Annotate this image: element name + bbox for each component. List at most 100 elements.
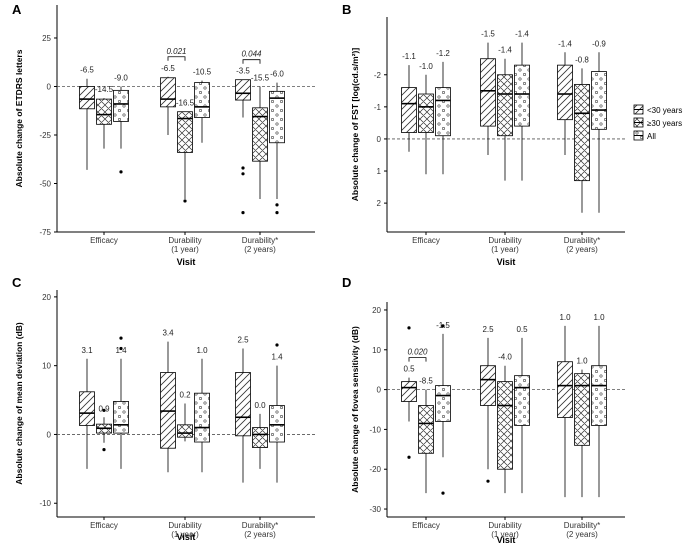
box-cross <box>574 369 590 498</box>
box-body <box>574 83 590 182</box>
x-tick-label: Durability* <box>242 521 278 530</box>
value-label: 3.1 <box>81 346 93 355</box>
panel-letter: C <box>12 275 22 290</box>
box-cross <box>252 413 268 469</box>
box-dots <box>435 61 451 175</box>
y-tick-label: -30 <box>369 505 381 514</box>
x-tick-label: Durability* <box>564 521 600 530</box>
chart-panel-d: D 20 10 0 -10 -20 -30 Absolute change of fovea … <box>342 275 625 545</box>
outlier-point <box>486 479 490 483</box>
box-body <box>177 424 193 438</box>
value-label: -1.5 <box>436 321 450 330</box>
outlier-point <box>102 408 106 412</box>
y-tick-label: -50 <box>39 179 51 188</box>
x-axis-label: Visit <box>497 535 516 545</box>
box-body <box>557 361 573 418</box>
outlier-point <box>241 166 245 170</box>
value-label: 1.0 <box>196 346 208 355</box>
x-tick-label: Durability* <box>242 236 278 245</box>
value-label: -3.5 <box>236 67 250 76</box>
box-diag <box>401 65 417 152</box>
p-value-label: 0.044 <box>241 50 262 59</box>
y-tick-label: -10 <box>369 425 381 434</box>
box-body <box>591 71 607 130</box>
box-diag <box>480 337 496 483</box>
value-label: -4.0 <box>498 353 512 362</box>
outlier-point <box>183 199 187 203</box>
x-tick-label: Efficacy <box>90 236 118 245</box>
outlier-point <box>275 343 279 347</box>
outlier-point <box>275 210 279 215</box>
box-body <box>79 86 95 110</box>
x-axis-label: Visit <box>497 257 516 267</box>
x-tick-label: Durability <box>488 521 521 530</box>
outlier-point <box>119 170 123 174</box>
box-dots <box>514 337 530 494</box>
box-body <box>497 74 513 137</box>
outlier-point <box>441 491 445 495</box>
box-body <box>252 107 268 162</box>
y-tick-label: 0 <box>377 135 382 144</box>
value-label: -1.5 <box>481 30 495 39</box>
chart-panel-a: A 25 0 -25 -50 -75 Absolute change of ETDRS le… <box>12 2 315 267</box>
y-axis-label: Absolute change of FST [log(cd.s/m²)] <box>350 48 360 202</box>
x-tick-label: Durability* <box>564 236 600 245</box>
panel-letter: D <box>342 275 351 290</box>
box-cross <box>418 74 434 175</box>
value-label: 0.5 <box>403 365 415 374</box>
outlier-point <box>241 210 245 215</box>
value-label: 1.4 <box>115 346 127 355</box>
x-tick-label: Durability <box>168 236 201 245</box>
box-body <box>79 391 95 426</box>
box-body <box>113 401 129 434</box>
box-body <box>418 93 434 133</box>
box-body <box>401 381 417 402</box>
box-diag <box>235 348 251 483</box>
box-dots <box>435 324 451 495</box>
box-body <box>113 89 129 122</box>
y-tick-label: 0 <box>47 82 52 91</box>
x-tick-label: Efficacy <box>90 521 118 530</box>
box-body <box>194 82 210 118</box>
box-dots <box>269 343 285 483</box>
box-body <box>557 64 573 121</box>
y-axis-label: Absolute change of mean deviation (dB) <box>14 322 24 485</box>
value-label: -6.5 <box>80 66 94 75</box>
value-label: 1.0 <box>593 313 605 322</box>
box-cross <box>497 58 513 181</box>
significance-bracket <box>408 357 427 362</box>
box-diag <box>557 52 573 155</box>
box-cross <box>574 68 590 213</box>
value-label: -1.2 <box>436 49 450 58</box>
box-body <box>574 373 590 446</box>
outlier-point <box>119 336 123 340</box>
y-tick-label: 10 <box>42 362 51 371</box>
x-axis-label: Visit <box>177 532 196 542</box>
x-tick-label: Efficacy <box>412 236 440 245</box>
box-body <box>235 372 251 437</box>
outlier-point <box>119 346 123 351</box>
box-cross <box>177 403 193 442</box>
box-diag <box>235 79 251 215</box>
y-tick-label: 0 <box>47 430 52 439</box>
y-tick-label: -2 <box>374 71 382 80</box>
significance-bracket <box>242 59 261 64</box>
box-body <box>514 375 530 426</box>
outlier-point <box>102 447 106 452</box>
value-label: 3.4 <box>162 329 174 338</box>
box-diag <box>79 78 95 170</box>
y-tick-label: 0 <box>377 386 382 395</box>
box-diag <box>79 358 95 469</box>
y-axis-label: Absolute change of fovea sensitivity (dB… <box>350 326 360 493</box>
box-dots <box>591 325 607 498</box>
y-tick-label: 2 <box>377 199 382 208</box>
x-tick-label: (1 year) <box>171 530 199 539</box>
value-label: -15.5 <box>251 73 270 82</box>
x-tick-label: Durability <box>168 521 201 530</box>
box-body <box>235 79 251 101</box>
box-dots <box>194 358 210 473</box>
box-body <box>252 427 268 448</box>
y-tick-label: 20 <box>42 293 51 302</box>
y-axis-label: Absolute change of ETDRS letters <box>14 49 24 187</box>
